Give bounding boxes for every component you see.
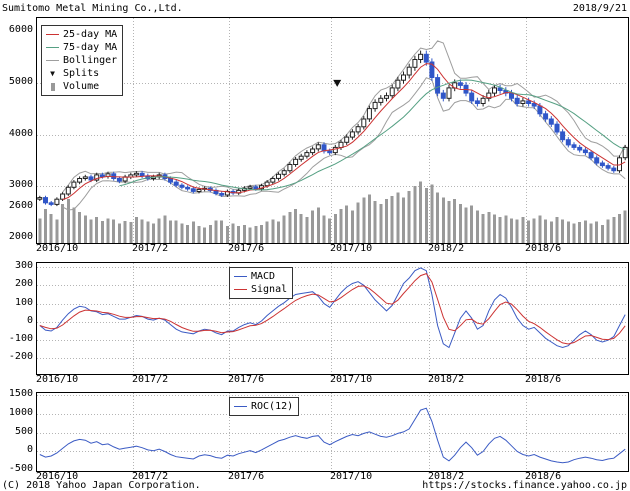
y-axis-label: 2600 [0,201,33,211]
x-axis-label: 2017/6 [228,472,264,482]
x-axis-label: 2017/6 [228,375,264,385]
y-axis-label: 1000 [0,408,33,418]
legend-label: 25-day MA [63,29,117,40]
x-axis-label: 2018/6 [525,472,561,482]
legend-label: 75-day MA [63,42,117,53]
y-axis-label: 300 [0,261,33,271]
legend-line-swatch [233,406,248,407]
macd-chart-svg [37,263,628,374]
legend-label: MACD [251,271,275,282]
legend-line-swatch [233,289,248,290]
x-axis-label: 2017/2 [132,375,168,385]
y-axis-label: 500 [0,427,33,437]
roc-panel: ROC(12) [36,392,629,472]
x-axis-label: 2017/10 [330,375,372,385]
chart-title: Sumitomo Metal Mining Co.,Ltd. [2,3,183,14]
y-axis-label: -100 [0,334,33,344]
legend-item: ROC(12) [233,400,293,413]
roc-legend: ROC(12) [229,397,299,416]
x-axis-label: 2018/6 [525,375,561,385]
x-axis-label: 2017/10 [330,244,372,254]
x-axis-label: 2017/10 [330,472,372,482]
x-axis-label: 2016/10 [36,375,78,385]
legend-label: Signal [251,284,287,295]
y-axis-label: 6000 [0,25,33,35]
legend-label: Splits [63,68,99,79]
chart-date: 2018/9/21 [573,3,627,14]
legend-label: Volume [63,81,99,92]
split-triangle-icon: ▼ [45,70,60,78]
roc-chart-svg [37,393,628,471]
x-axis-label: 2017/2 [132,472,168,482]
x-axis-label: 2016/10 [36,244,78,254]
y-axis-label: 4000 [0,129,33,139]
legend-line-swatch [45,34,60,35]
legend-item: Bollinger [45,54,117,67]
x-axis-label: 2018/2 [428,375,464,385]
legend-item: 75-day MA [45,41,117,54]
y-axis-label: 5000 [0,77,33,87]
price-panel: 25-day MA75-day MABollinger▼SplitsVolume [36,17,629,244]
x-axis-label: 2017/6 [228,244,264,254]
y-axis-label: -500 [0,464,33,474]
x-axis-label: 2016/10 [36,472,78,482]
macd-panel: MACD Signal [36,262,629,375]
legend-label: Bollinger [63,55,117,66]
x-axis-label: 2017/2 [132,244,168,254]
y-axis-label: 3000 [0,180,33,190]
x-axis-label: 2018/6 [525,244,561,254]
legend-line-swatch [233,276,248,277]
y-axis-label: 200 [0,279,33,289]
finance-chart-page: Sumitomo Metal Mining Co.,Ltd. 2018/9/21… [0,0,630,491]
macd-legend: MACD Signal [229,267,293,299]
y-axis-label: 0 [0,316,33,326]
legend-line-swatch [45,60,60,61]
x-axis-label: 2018/2 [428,244,464,254]
legend-item: ▼Splits [45,67,117,80]
legend-bar-swatch [45,83,60,91]
x-axis-label: 2018/2 [428,472,464,482]
y-axis-label: 2000 [0,232,33,242]
y-axis-label: 100 [0,298,33,308]
legend-item: MACD [233,270,287,283]
y-axis-label: 0 [0,445,33,455]
legend-label: ROC(12) [251,401,293,412]
legend-item: Signal [233,283,287,296]
y-axis-label: 1500 [0,389,33,399]
legend-item: 25-day MA [45,28,117,41]
price-legend: 25-day MA75-day MABollinger▼SplitsVolume [41,25,123,96]
price-chart-svg [37,18,628,243]
y-axis-label: -200 [0,352,33,362]
copyright-text: (C) 2018 Yahoo Japan Corporation. [2,480,201,491]
legend-line-swatch [45,47,60,48]
legend-item: Volume [45,80,117,93]
